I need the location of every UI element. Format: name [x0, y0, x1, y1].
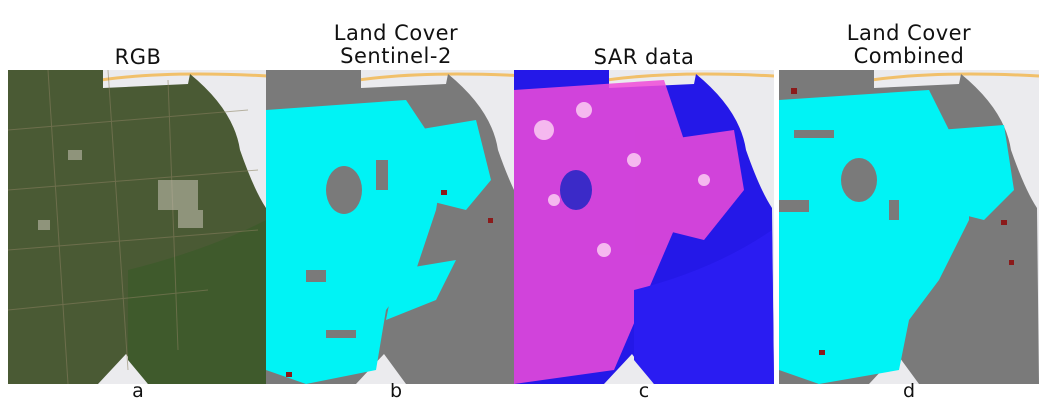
panel-title: RGB — [114, 45, 162, 69]
panel-title: Land Cover Combined — [846, 21, 972, 68]
panel-letter: c — [638, 380, 650, 400]
panel-land-cover-sentinel: Land Cover Sentinel-2 b — [266, 0, 526, 400]
panel-letter: a — [132, 380, 144, 400]
rgb-map-image — [8, 70, 268, 384]
panel-title: SAR data — [593, 45, 695, 69]
rgb-map-svg — [8, 70, 268, 384]
land-cover-combined-map-svg — [779, 70, 1039, 384]
panel-title: Land Cover Sentinel-2 — [333, 21, 459, 68]
panel-rgb: RGB a — [8, 0, 268, 400]
land-cover-sentinel-map-image — [266, 70, 526, 384]
sar-map-svg — [514, 70, 774, 384]
land-cover-combined-map-image — [779, 70, 1039, 384]
panel-letter: d — [902, 380, 916, 400]
panel-letter: b — [389, 380, 403, 400]
sar-map-image — [514, 70, 774, 384]
panel-sar: SAR data c — [514, 0, 774, 400]
panel-land-cover-combined: Land Cover Combined d — [779, 0, 1039, 400]
land-cover-sentinel-map-svg — [266, 70, 526, 384]
